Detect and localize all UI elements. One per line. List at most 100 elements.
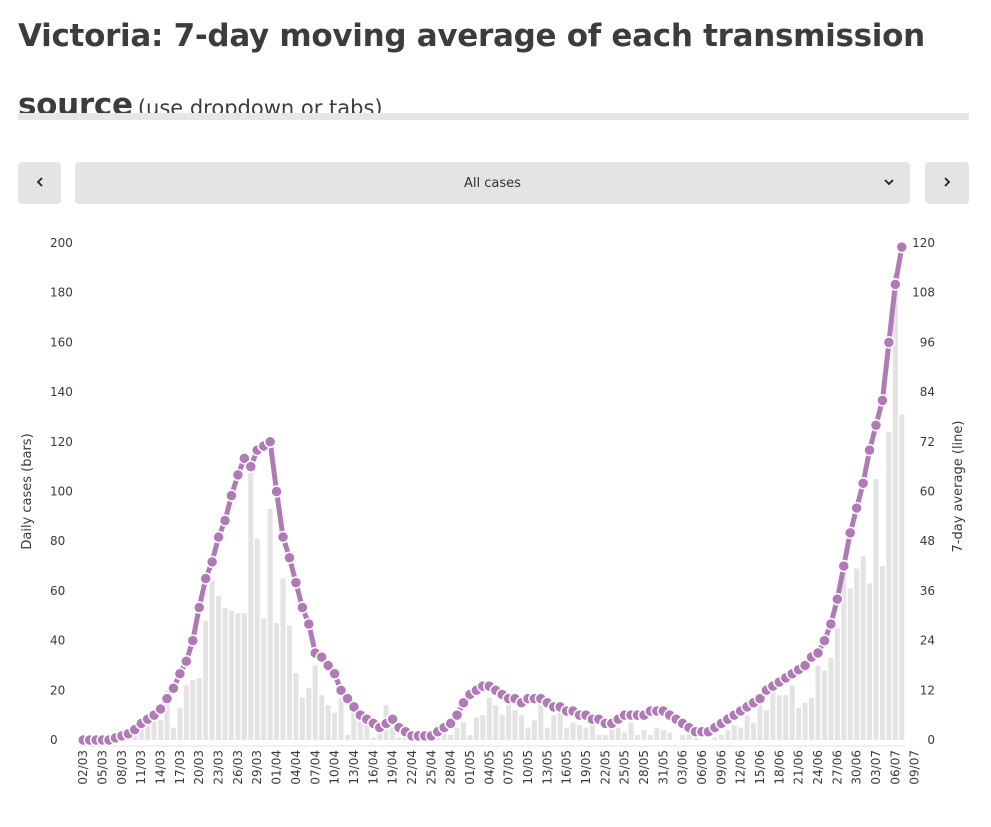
bar [486,697,492,740]
bar [725,730,731,740]
average-point [283,551,296,565]
x-tick-label: 09/07 [908,750,922,785]
bar [145,725,151,740]
bar [712,737,718,740]
average-point [321,659,335,672]
previous-tab-button[interactable] [18,162,61,204]
bar [531,720,537,740]
chevron-down-icon [882,175,896,193]
average-point [882,336,896,349]
chart-title: Victoria: 7-day moving average of each t… [18,4,978,142]
average-point [276,530,290,544]
x-tick-label: 27/06 [830,750,844,785]
bar [564,727,570,740]
x-tick-label: 23/03 [212,750,226,785]
bar [899,414,905,740]
y-left-tick: 120 [50,435,73,449]
bar [628,722,634,740]
average-point [334,684,348,697]
chevron-left-icon [34,174,46,192]
bar [467,735,473,740]
bar [164,690,170,740]
bar [390,727,396,740]
average-point [238,452,251,465]
y-left-tick: 80 [50,534,65,548]
bar [480,715,486,740]
bar [879,566,885,740]
average-point [347,700,361,714]
x-tick-label: 14/03 [154,750,168,785]
x-tick-label: 28/04 [444,750,458,785]
bar [267,508,273,740]
y-right-tick: 72 [920,435,935,449]
next-tab-button[interactable] [925,162,969,204]
bar [344,735,350,740]
bar [570,722,576,740]
average-point [225,489,238,502]
average-point [160,692,174,705]
bar [847,588,853,740]
y-axis-label-right: 7-day average (line) [951,421,966,553]
x-tick-label: 24/06 [811,750,825,785]
bar [635,735,641,740]
bar [873,479,879,740]
y-left-tick: 180 [50,286,73,300]
bar [583,727,589,740]
y-left-tick: 20 [50,683,65,697]
x-tick-label: 07/04 [308,750,322,785]
y-right-tick: 120 [912,236,935,250]
bar [312,665,318,740]
y-right-tick: 12 [920,683,935,697]
average-point [798,659,812,672]
bar [325,705,331,740]
x-tick-label: 25/04 [424,750,438,785]
average-point [186,634,200,647]
bar [615,727,621,740]
bar [647,735,653,740]
bar [841,561,847,740]
bar [776,695,782,740]
average-point [457,696,470,709]
bar [744,715,750,740]
x-tick-label: 13/04 [347,750,361,785]
bar [493,705,499,740]
x-tick-label: 18/06 [772,750,786,785]
bar [589,720,595,740]
bar [525,727,531,740]
average-point [895,240,909,254]
bar [248,461,254,740]
bar [299,697,305,740]
average-point [889,278,902,291]
x-tick-label: 08/03 [115,750,129,785]
average-point [167,681,180,695]
bar [228,610,234,740]
bar [293,672,299,740]
average-point [180,655,193,668]
bar [660,730,666,740]
y-left-tick: 40 [50,634,65,648]
bar [454,727,460,740]
bar [203,620,209,740]
y-right-tick: 84 [920,385,935,399]
x-tick-label: 22/05 [598,750,612,785]
bar [261,618,267,740]
bar [216,595,222,740]
x-tick-label: 16/04 [366,750,380,785]
x-tick-label: 05/03 [96,750,110,785]
y-left-tick: 140 [50,385,73,399]
average-point [315,650,328,664]
x-tick-label: 28/05 [637,750,651,785]
x-tick-label: 26/03 [231,750,245,785]
bar [512,710,518,740]
y-left-tick: 160 [50,335,73,349]
y-right-tick: 36 [920,584,935,598]
bar [557,707,563,740]
x-tick-label: 10/05 [521,750,535,785]
bar [815,665,821,740]
source-dropdown[interactable]: All cases [75,162,910,204]
average-point [212,530,225,544]
y-left-tick: 100 [50,485,73,499]
x-tick-label: 09/06 [714,750,728,785]
bar [209,580,215,740]
bar [473,717,479,740]
